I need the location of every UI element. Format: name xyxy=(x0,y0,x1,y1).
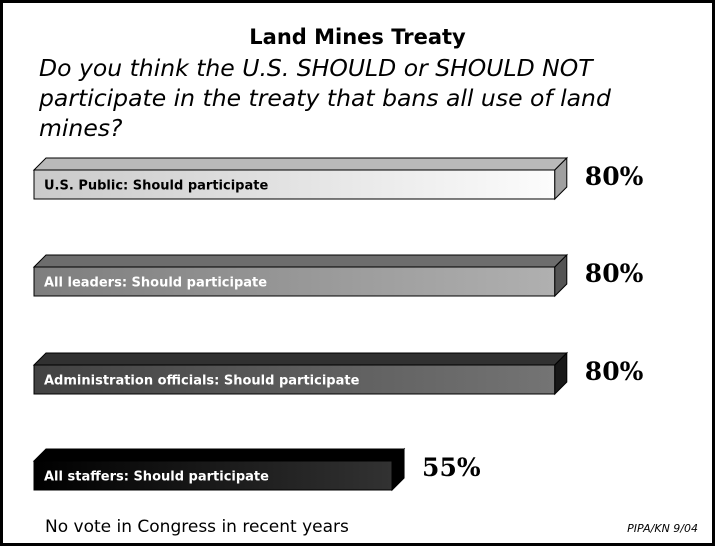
bar-top-face xyxy=(32,352,569,366)
chart-subtitle: Do you think the U.S. SHOULD or SHOULD N… xyxy=(39,54,611,142)
bar-category-label: All leaders: Should participate xyxy=(44,276,267,291)
bar-category-label: All staffers: Should participate xyxy=(44,470,269,485)
bar-side-face xyxy=(554,156,568,201)
bar xyxy=(33,266,556,297)
bar-category-label: Administration officials: Should partici… xyxy=(44,374,360,389)
bar-top-face xyxy=(32,448,406,462)
bar xyxy=(33,364,556,395)
footer-note: No vote in Congress in recent years xyxy=(45,517,349,537)
bar-top-face xyxy=(32,157,569,171)
bar-category-label: U.S. Public: Should participate xyxy=(44,179,268,194)
bar-value-label: 55% xyxy=(422,453,481,482)
bar xyxy=(33,169,556,200)
bar-value-label: 80% xyxy=(585,162,644,191)
bar-side-face xyxy=(391,447,405,492)
bar-value-label: 80% xyxy=(585,357,644,386)
bar-top-face xyxy=(32,254,569,268)
bar-side-face xyxy=(554,253,568,298)
source-label: PIPA/KN 9/04 xyxy=(627,522,698,535)
bar-side-face xyxy=(554,351,568,396)
chart-title: Land Mines Treaty xyxy=(249,25,466,49)
bar-value-label: 80% xyxy=(585,259,644,288)
bar-chart: U.S. Public: Should participate 80% All le… xyxy=(32,156,644,492)
